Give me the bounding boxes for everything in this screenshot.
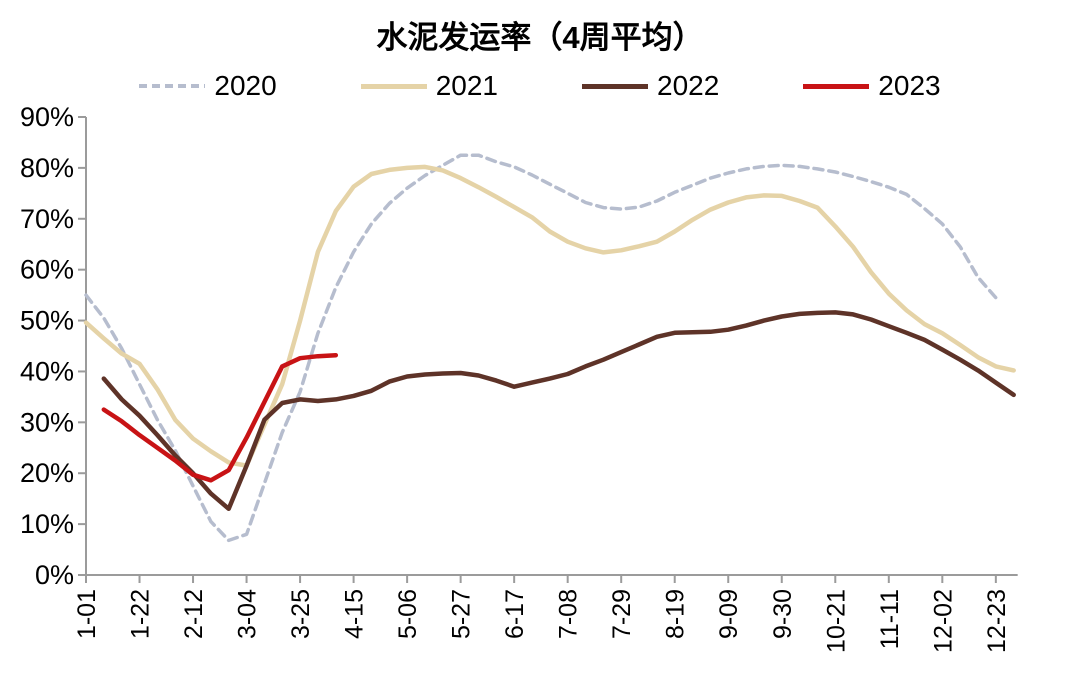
x-axis-label: 9-09 <box>715 589 743 639</box>
series-2020-line <box>84 153 998 543</box>
legend-item-2021: 2021 <box>360 70 498 101</box>
x-axis-label: 5-27 <box>448 589 476 639</box>
x-axis-label: 11-11 <box>876 589 904 649</box>
legend-label-2020: 2020 <box>214 70 277 101</box>
series-2023-line <box>101 352 339 483</box>
x-axis-label: 8-19 <box>662 589 690 639</box>
legend-item-2023: 2023 <box>803 70 941 101</box>
legend-marker-2021-line <box>360 83 427 89</box>
y-axis-label: 30% <box>20 407 74 437</box>
series-2021-line <box>83 164 1016 468</box>
x-axis-label: 1-22 <box>127 589 155 639</box>
x-axis-label: 5-06 <box>394 589 422 639</box>
legend-label-2021: 2021 <box>435 70 498 101</box>
legend-label-2022: 2022 <box>657 70 720 101</box>
y-axis-label: 80% <box>20 153 74 183</box>
series-2022-line <box>101 310 1016 512</box>
legend: 2020 2021 2022 2023 <box>0 72 1080 100</box>
x-axis-label: 3-04 <box>234 589 262 639</box>
x-axis-label: 12-23 <box>983 589 1011 653</box>
x-axis-label: 12-02 <box>929 589 957 653</box>
x-axis-label: 7-08 <box>555 589 583 639</box>
x-axis-label: 9-30 <box>769 589 797 639</box>
legend-marker-2023-line <box>803 83 870 89</box>
chart-title: 水泥发运率（4周平均） <box>376 20 704 55</box>
x-axis-label: 4-15 <box>341 589 369 639</box>
y-axis-label: 20% <box>20 458 74 488</box>
y-axis-label: 10% <box>20 509 74 539</box>
y-axis-label: 40% <box>20 356 74 386</box>
y-axis-label: 90% <box>20 102 74 132</box>
legend-marker-2022-line <box>582 83 648 89</box>
x-axis-label: 10-21 <box>822 589 850 653</box>
x-axis-label: 6-17 <box>501 589 529 639</box>
legend-marker-2020-dashed-line <box>139 84 206 88</box>
x-axis-label: 3-25 <box>287 589 315 639</box>
y-axis-label: 0% <box>35 560 74 590</box>
legend-label-2023: 2023 <box>878 70 941 101</box>
x-axis-label: 2-12 <box>180 589 208 639</box>
legend-item-2022: 2022 <box>582 72 719 100</box>
x-axis-label: 7-29 <box>608 589 636 639</box>
y-axis-label: 60% <box>20 255 74 285</box>
legend-item-2020: 2020 <box>139 70 277 101</box>
y-axis-label: 70% <box>20 204 74 234</box>
y-axis-label: 50% <box>20 306 74 336</box>
x-axis-label: 1-01 <box>73 589 101 639</box>
